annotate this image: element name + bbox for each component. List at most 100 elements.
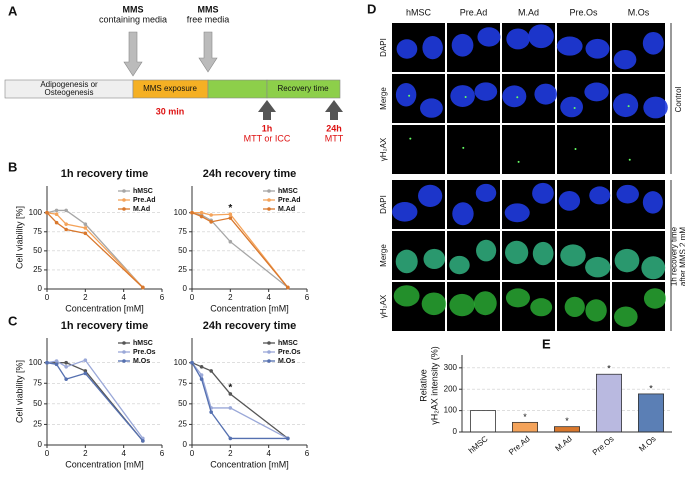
x-tick-label: 4 <box>266 449 271 458</box>
point <box>228 392 233 396</box>
x-tick-label: 0 <box>190 293 195 302</box>
panel-label: C <box>8 313 18 328</box>
focus <box>409 137 412 140</box>
nucleus <box>395 82 417 107</box>
x-tick-label: M.Os <box>637 434 657 453</box>
nucleus <box>643 288 667 309</box>
nucleus <box>584 82 609 102</box>
micrograph <box>557 125 610 174</box>
point <box>199 214 204 219</box>
legend-swatch <box>122 359 126 363</box>
bar <box>638 393 665 433</box>
focus <box>627 105 630 108</box>
y-tick-label: 0 <box>183 284 188 293</box>
legend-label: M.Ad <box>278 206 295 213</box>
nucleus <box>560 244 586 267</box>
point <box>141 285 145 290</box>
series-line <box>46 362 144 442</box>
nucleus <box>585 299 607 322</box>
column-header: Pre.Ad <box>460 7 488 17</box>
label: Recovery time <box>277 84 329 93</box>
y-axis-label: Cell viability [%] <box>14 206 24 269</box>
label: Osteogenesis <box>45 88 94 97</box>
nucleus <box>449 293 475 317</box>
nucleus <box>477 27 501 47</box>
point <box>228 212 233 217</box>
nucleus <box>422 36 443 60</box>
x-tick-label: 2 <box>83 293 88 302</box>
y-tick-label: 75 <box>33 378 42 387</box>
nucleus <box>473 291 497 316</box>
x-axis-label: Concentration [mM] <box>210 459 289 469</box>
legend-label: hMSC <box>133 188 153 195</box>
duration: 30 min <box>156 106 185 116</box>
nucleus <box>505 288 530 308</box>
x-tick-label: 4 <box>121 293 126 302</box>
nucleus <box>502 85 527 108</box>
nucleus <box>614 248 640 273</box>
label: 1h <box>262 123 273 133</box>
panel-label: D <box>367 1 376 16</box>
series-line <box>46 212 144 288</box>
point <box>83 358 88 363</box>
series-line <box>191 362 289 439</box>
x-tick-label: 2 <box>228 293 233 302</box>
label: Adipogenesis or <box>40 80 98 89</box>
legend-label: hMSC <box>278 340 298 347</box>
annotation: * <box>523 412 527 422</box>
point <box>83 226 88 230</box>
point <box>228 216 233 220</box>
bar <box>554 426 581 433</box>
nucleus <box>614 306 638 327</box>
y-tick-label: 100 <box>444 406 458 415</box>
point <box>64 365 68 369</box>
panel-label: B <box>8 159 17 174</box>
y-tick-label: 75 <box>178 378 187 387</box>
point <box>45 210 49 215</box>
x-tick-label: 4 <box>121 449 126 458</box>
nucleus <box>589 186 611 205</box>
point <box>199 365 204 369</box>
point <box>83 371 88 376</box>
nucleus <box>505 240 529 265</box>
point <box>83 369 88 373</box>
micrograph <box>392 125 445 174</box>
point <box>64 360 68 365</box>
x-tick-label: 6 <box>305 449 310 458</box>
nucleus <box>564 296 585 318</box>
nucleus <box>532 182 554 204</box>
x-axis-label: Concentration [mM] <box>65 303 144 313</box>
legend-label: M.Os <box>278 358 295 365</box>
segment <box>266 79 341 99</box>
bar <box>512 421 539 433</box>
point <box>199 373 204 377</box>
nucleus <box>641 256 666 280</box>
label: MTT or ICC <box>244 133 291 143</box>
legend-label: Pre.Ad <box>133 197 156 204</box>
nucleus <box>643 96 668 119</box>
nucleus <box>451 33 474 57</box>
nucleus <box>506 28 530 50</box>
arrow <box>258 100 276 120</box>
chart-title: 24h recovery time <box>203 320 297 332</box>
column-header: M.Ad <box>518 7 539 17</box>
point <box>64 208 68 213</box>
point <box>209 410 213 414</box>
point <box>141 439 145 443</box>
y-tick-label: 200 <box>444 384 458 393</box>
column-header: hMSC <box>406 7 432 17</box>
label: free media <box>187 14 230 24</box>
nucleus <box>421 292 447 316</box>
legend-label: Pre.Ad <box>278 197 301 204</box>
legend-label: Pre.Os <box>278 349 301 356</box>
nucleus <box>585 256 611 278</box>
row-label: DAPI <box>379 195 388 214</box>
group-label: Control <box>674 86 683 112</box>
point <box>64 227 68 232</box>
nucleus <box>449 255 470 275</box>
panel-label: A <box>8 3 18 18</box>
chart-title: 1h recovery time <box>61 168 148 180</box>
bar <box>469 410 496 433</box>
x-axis-label: Concentration [mM] <box>65 459 144 469</box>
y-tick-label: 0 <box>38 440 43 449</box>
